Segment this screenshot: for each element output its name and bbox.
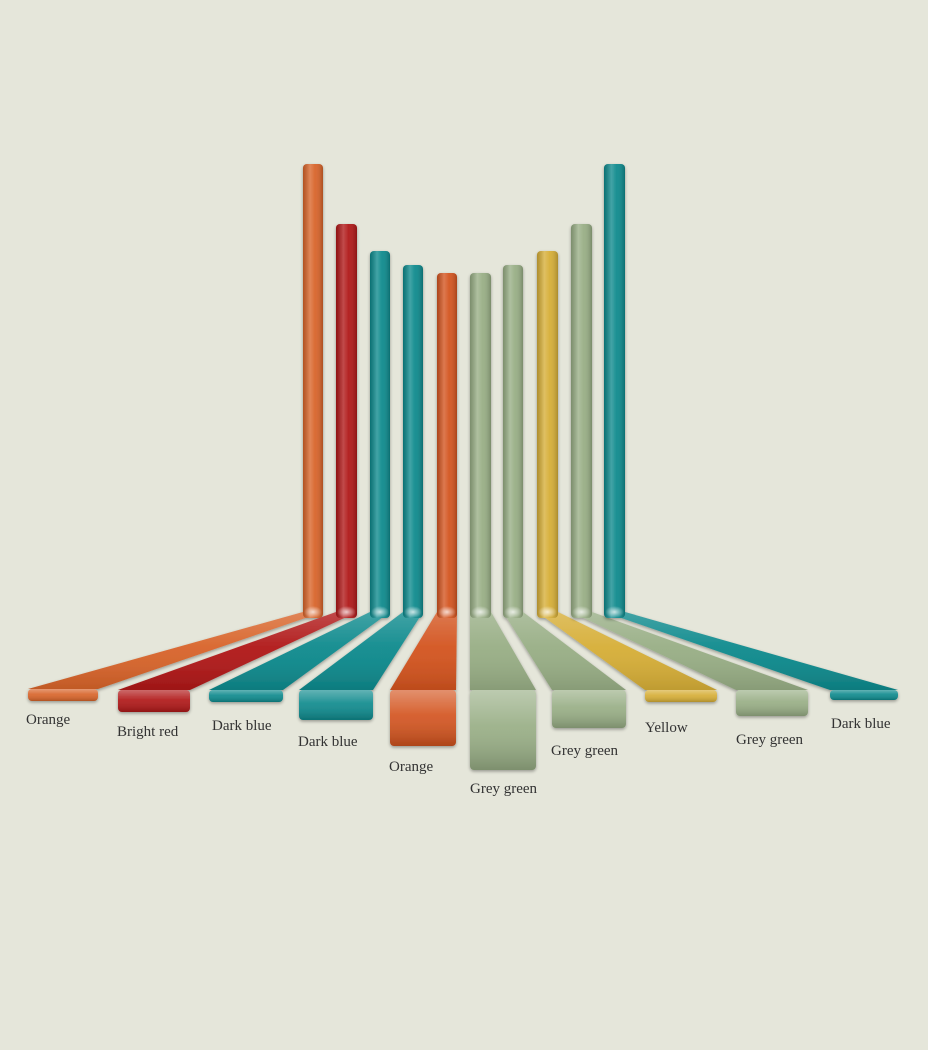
ribbon-10 [604,164,898,700]
ribbon-7 [503,265,626,728]
ribbon-label: Grey green [470,781,538,797]
ribbon-4 [299,265,423,720]
ribbon-2 [118,224,357,712]
ribbon-1 [28,164,323,701]
ribbon-3 [209,251,390,702]
ribbon-label: Grey green [551,743,619,759]
ribbon-label: Yellow [645,720,688,736]
ribbon-label: Dark blue [298,734,358,750]
ribbon-5 [390,273,457,746]
ribbon-label: Orange [26,712,71,728]
ribbon-label: Orange [389,759,434,775]
ribbon-label: Dark blue [212,718,272,734]
ribbon-6 [470,273,536,770]
ribbon-label: Grey green [736,732,804,748]
ribbon-label: Bright red [117,724,179,740]
ribbon-8 [537,251,717,702]
ribbon-9 [571,224,808,716]
ribbon-label: Dark blue [831,716,891,732]
